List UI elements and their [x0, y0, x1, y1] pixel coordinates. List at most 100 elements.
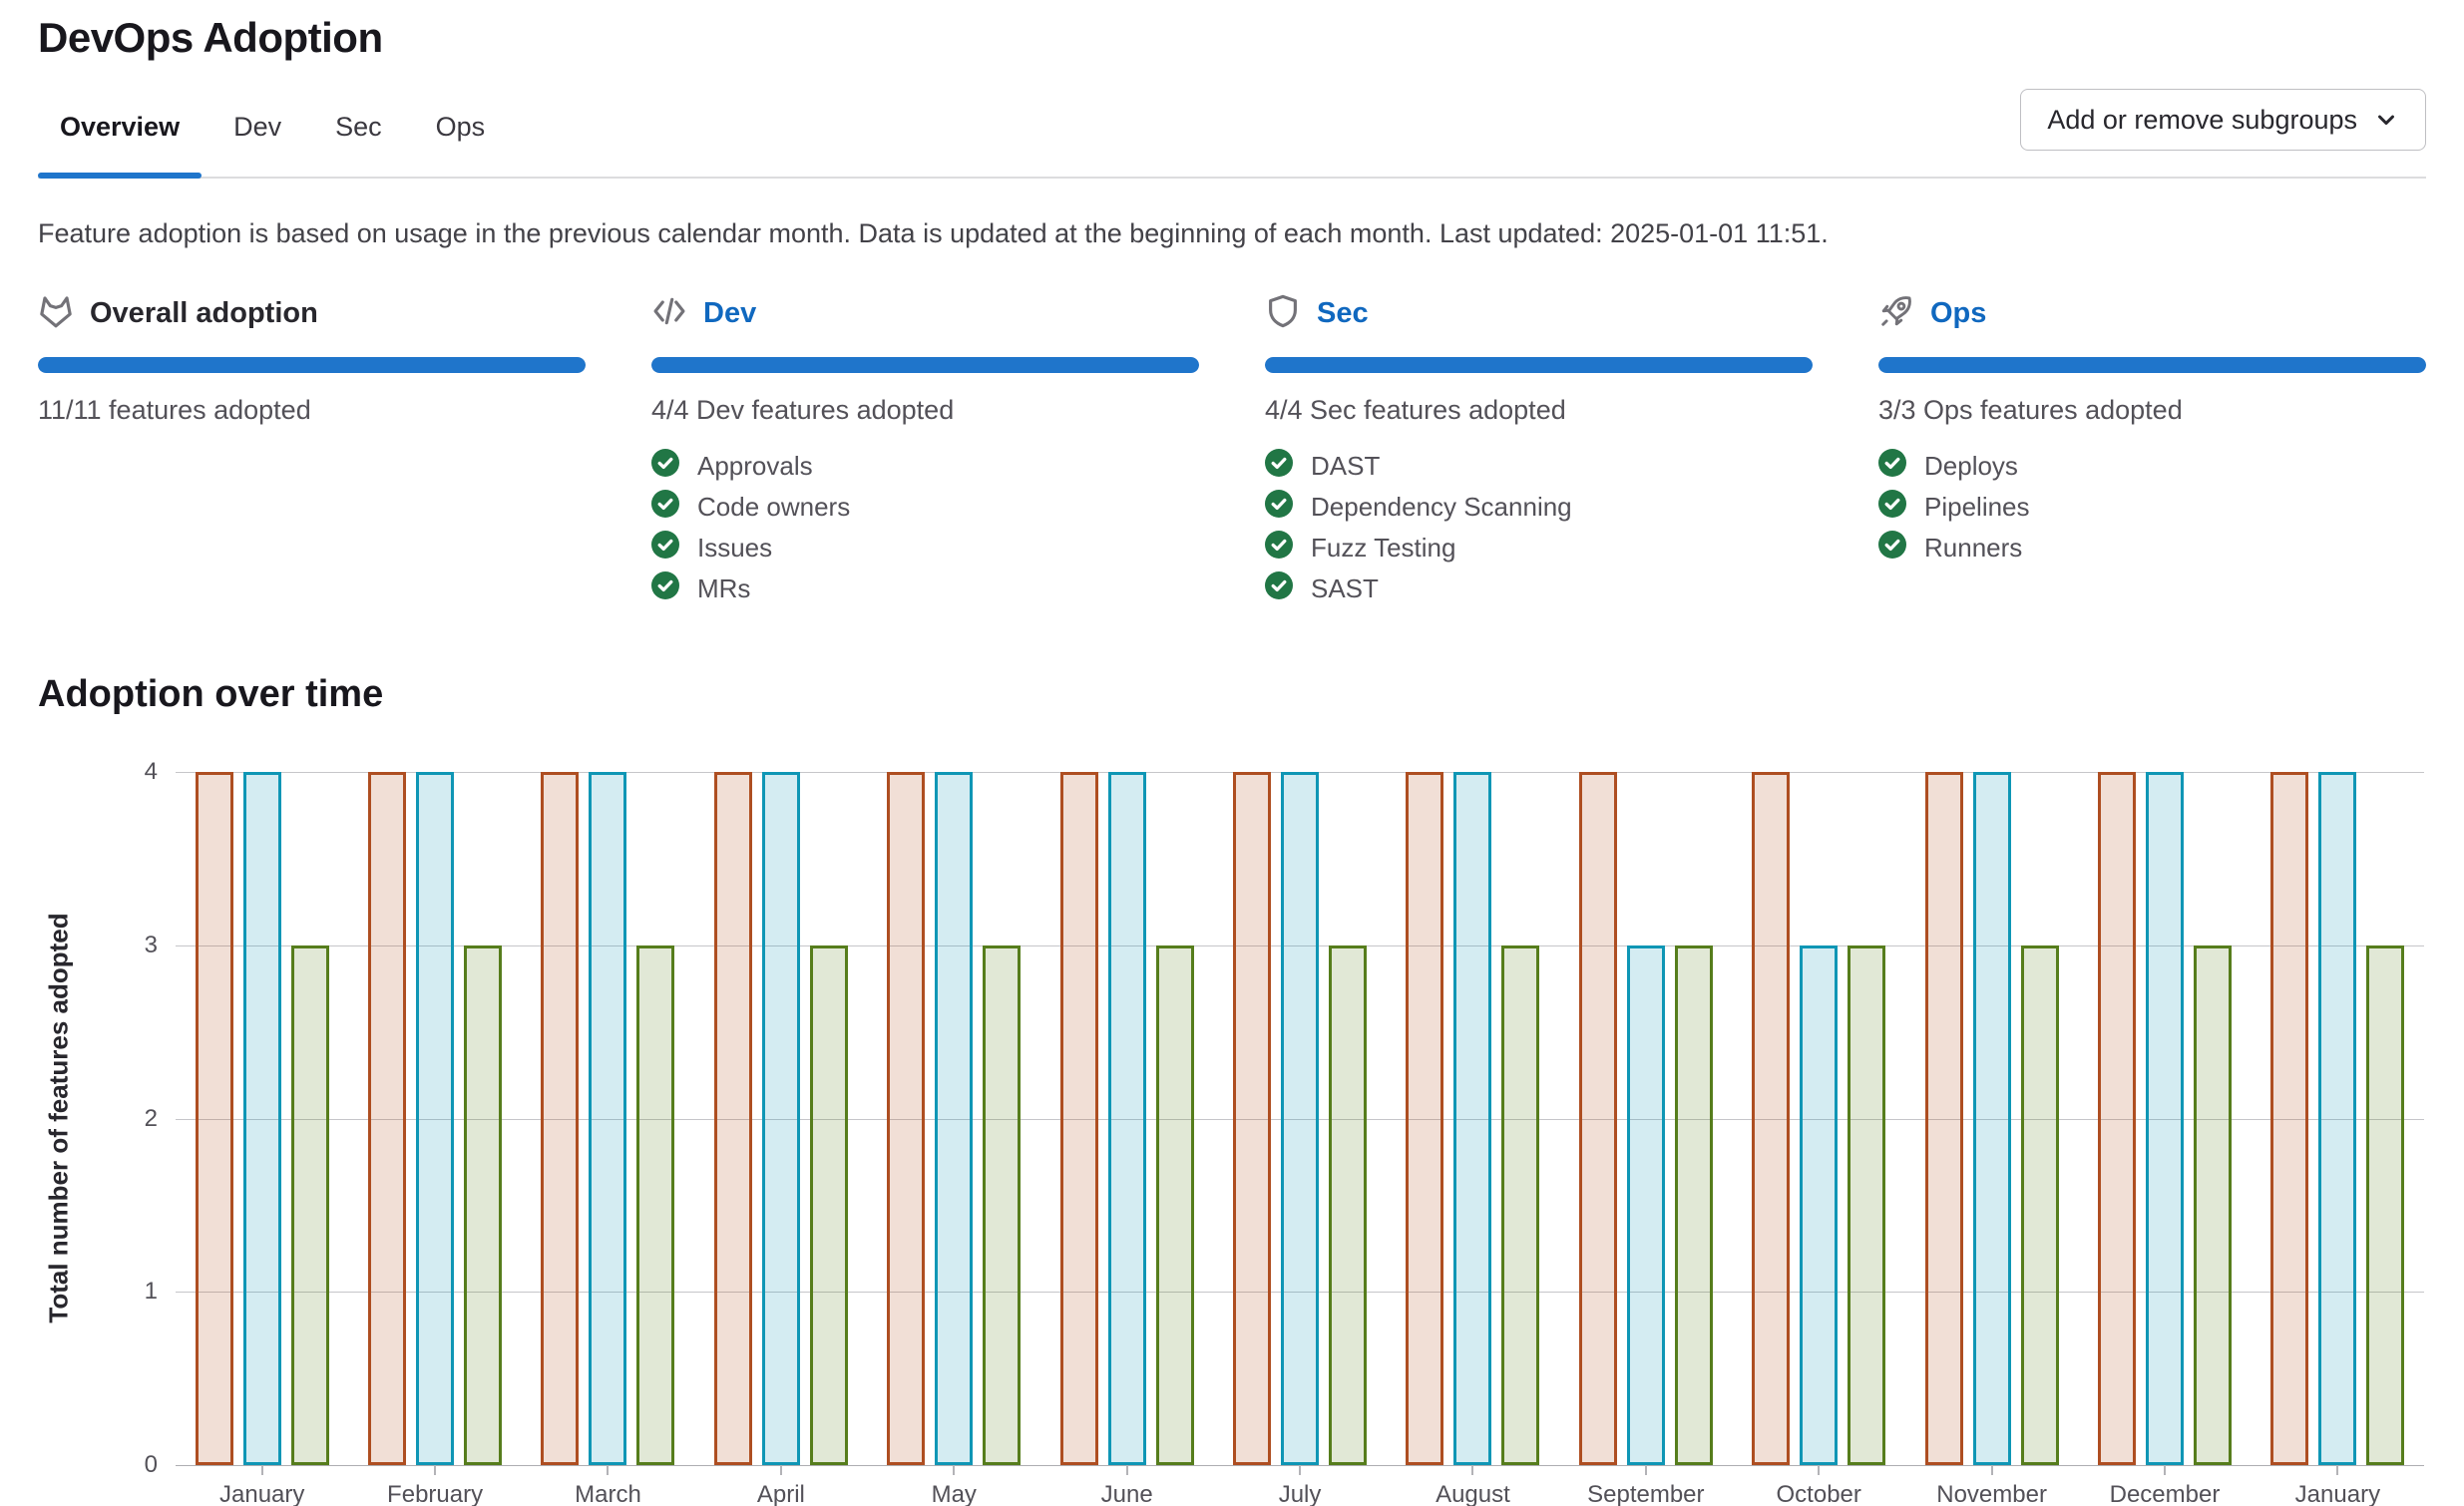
rocket-icon — [1878, 293, 1914, 334]
x-axis-label-june: June — [1101, 1481, 1153, 1506]
x-axis-label-february: February — [387, 1481, 483, 1506]
x-axis-label-november: November — [1936, 1481, 2047, 1506]
feature-label: MRs — [697, 573, 750, 604]
bar-group-may: May — [868, 772, 1040, 1465]
bar-ops-march — [636, 945, 674, 1465]
x-axis-label-january: January — [219, 1481, 304, 1506]
card-title-dev-link[interactable]: Dev — [703, 297, 756, 330]
check-circle-icon — [1878, 449, 1906, 484]
bar-ops-april — [810, 945, 848, 1465]
y-tick-label-0: 0 — [145, 1451, 158, 1479]
feature-label: Pipelines — [1924, 492, 2030, 523]
bar-group-january: January — [176, 772, 348, 1465]
card-title-ops-link[interactable]: Ops — [1930, 297, 1986, 330]
code-icon — [651, 293, 687, 334]
bar-dev-march — [541, 772, 579, 1465]
bar-sec-july — [1281, 772, 1319, 1465]
tab-dev[interactable]: Dev — [211, 112, 303, 177]
bar-dev-january — [196, 772, 233, 1465]
feature-item: Fuzz Testing — [1265, 528, 1813, 568]
card-dev: Dev 4/4 Dev features adopted ApprovalsCo… — [651, 293, 1199, 609]
bar-dev-september — [1579, 772, 1617, 1465]
feature-item: Code owners — [651, 487, 1199, 528]
bar-ops-january — [2366, 945, 2404, 1465]
bar-ops-november — [2021, 945, 2059, 1465]
devops-adoption-page: DevOps Adoption Overview Dev Sec Ops Add… — [0, 14, 2464, 1506]
x-axis-label-march: March — [575, 1481, 641, 1506]
bar-dev-october — [1752, 772, 1790, 1465]
bar-sec-august — [1453, 772, 1491, 1465]
bar-ops-december — [2194, 945, 2232, 1465]
tab-overview[interactable]: Overview — [38, 112, 202, 177]
check-circle-icon — [1265, 449, 1293, 484]
sec-feature-list: DAST Dependency Scanning Fuzz Testing SAST — [1265, 446, 1813, 609]
y-tick-label-3: 3 — [145, 932, 158, 959]
ops-caption: 3/3 Ops features adopted — [1878, 395, 2426, 426]
feature-label: Approvals — [697, 451, 813, 482]
feature-item: SAST — [1265, 568, 1813, 609]
add-remove-subgroups-button[interactable]: Add or remove subgroups — [2020, 89, 2426, 151]
feature-label: DAST — [1311, 451, 1380, 482]
bar-dev-june — [1060, 772, 1098, 1465]
card-ops: Ops 3/3 Ops features adopted Deploys Pipe… — [1878, 293, 2426, 609]
feature-item: Deploys — [1878, 446, 2426, 487]
bar-ops-october — [1848, 945, 1885, 1465]
card-title-sec-link[interactable]: Sec — [1317, 297, 1369, 330]
check-circle-icon — [651, 531, 679, 565]
check-circle-icon — [1878, 490, 1906, 525]
bar-group-september: September — [1559, 772, 1732, 1465]
bar-group-june: June — [1040, 772, 1213, 1465]
bar-ops-february — [464, 945, 502, 1465]
bar-ops-january — [291, 945, 329, 1465]
page-title: DevOps Adoption — [38, 14, 2426, 62]
bar-sec-january — [243, 772, 281, 1465]
x-axis-label-october: October — [1777, 1481, 1861, 1506]
tab-sec[interactable]: Sec — [313, 112, 404, 177]
x-axis-label-may: May — [932, 1481, 977, 1506]
bar-sec-december — [2146, 772, 2184, 1465]
y-axis-tick-labels: 01234 — [38, 772, 158, 1465]
x-axis-label-january: January — [2295, 1481, 2380, 1506]
bar-sec-march — [589, 772, 626, 1465]
y-tick-label-4: 4 — [145, 758, 158, 786]
bar-sec-january — [2318, 772, 2356, 1465]
card-title-overall: Overall adoption — [90, 297, 318, 330]
bar-dev-january — [2270, 772, 2308, 1465]
bar-sec-september — [1627, 945, 1665, 1465]
bar-sec-october — [1800, 945, 1838, 1465]
chart-plot-area: JanuaryFebruaryMarchAprilMayJuneJulyAugu… — [176, 772, 2424, 1465]
feature-item: DAST — [1265, 446, 1813, 487]
card-sec: Sec 4/4 Sec features adopted DASTDepende… — [1265, 293, 1813, 609]
check-circle-icon — [651, 490, 679, 525]
bar-group-august: August — [1387, 772, 1559, 1465]
bar-group-april: April — [694, 772, 867, 1465]
check-circle-icon — [1878, 531, 1906, 565]
tab-ops[interactable]: Ops — [414, 112, 508, 177]
bar-sec-june — [1108, 772, 1146, 1465]
bar-group-december: December — [2078, 772, 2251, 1465]
bar-group-july: July — [1213, 772, 1386, 1465]
feature-label: SAST — [1311, 573, 1379, 604]
check-circle-icon — [1265, 490, 1293, 525]
chart-section-title: Adoption over time — [38, 673, 2426, 716]
bar-group-march: March — [522, 772, 694, 1465]
bar-group-february: February — [348, 772, 521, 1465]
x-axis-label-july: July — [1279, 1481, 1322, 1506]
feature-item: Issues — [651, 528, 1199, 568]
y-tick-label-1: 1 — [145, 1278, 158, 1306]
bar-ops-august — [1501, 945, 1539, 1465]
check-circle-icon — [651, 571, 679, 606]
overall-progress-bar — [38, 357, 586, 373]
bar-group-november: November — [1905, 772, 2078, 1465]
feature-item: Dependency Scanning — [1265, 487, 1813, 528]
feature-label: Issues — [697, 533, 772, 564]
adoption-cards: Overall adoption 11/11 features adopted … — [38, 293, 2426, 609]
bar-ops-september — [1675, 945, 1713, 1465]
bar-ops-june — [1156, 945, 1194, 1465]
feature-label: Dependency Scanning — [1311, 492, 1572, 523]
ops-progress-bar — [1878, 357, 2426, 373]
feature-label: Deploys — [1924, 451, 2018, 482]
chevron-down-icon — [2373, 107, 2399, 133]
sec-progress-bar — [1265, 357, 1813, 373]
bar-ops-july — [1329, 945, 1367, 1465]
